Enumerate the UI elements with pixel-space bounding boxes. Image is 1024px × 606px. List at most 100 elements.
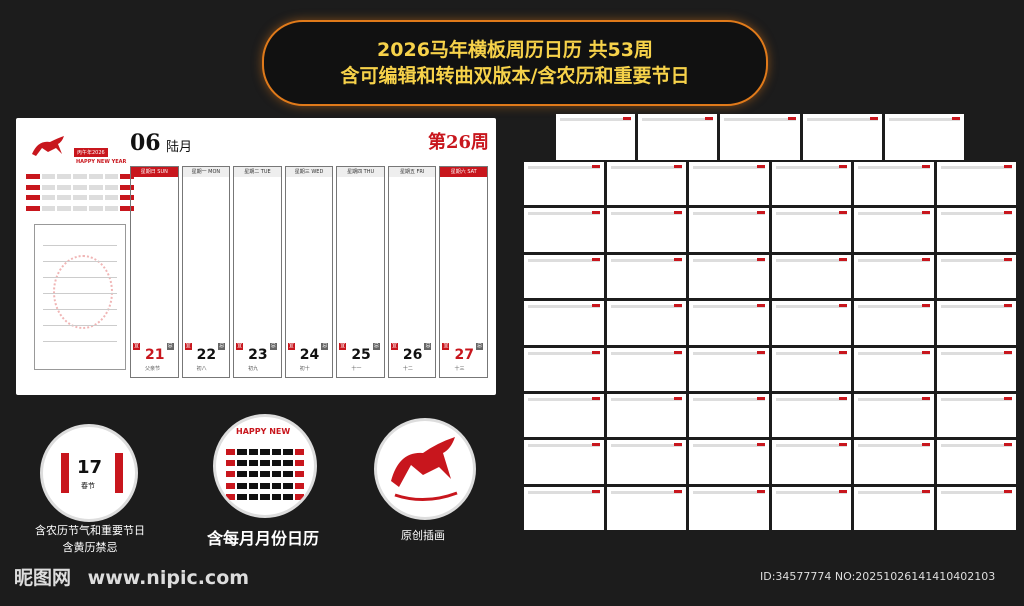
calendar-thumbnail (524, 254, 604, 299)
caption-line-2: 含黄历禁忌 (62, 541, 118, 554)
calendar-thumbnail (689, 208, 769, 252)
calendar-thumbnail (771, 347, 851, 391)
lunar-date: 初八 (196, 366, 207, 372)
year-tag: 丙午年2026 (74, 148, 108, 157)
calendar-thumbnail (854, 301, 934, 345)
day-number: 22 (196, 347, 217, 363)
calendar-thumbnail (854, 486, 934, 530)
day-column: 星期四 THU 宜 忌 25 十一 (336, 166, 385, 378)
calendar-thumbnail (771, 254, 851, 299)
mini-calendar (26, 174, 134, 214)
calendar-thumbnail (771, 301, 851, 345)
calendar-thumbnail (689, 254, 769, 299)
day-number: 27 (454, 347, 474, 363)
calendar-thumbnail (854, 347, 934, 391)
feature-monthly-circle: HAPPY NEW (213, 414, 317, 518)
calendar-thumbnail (771, 440, 851, 484)
calendar-thumbnail (524, 440, 604, 484)
calendar-thumbnail (689, 393, 769, 438)
calendar-thumbnail (689, 440, 769, 484)
calendar-thumbnail (524, 347, 604, 391)
day-header: 星期六 SAT (440, 167, 488, 177)
week-days: 星期日 SUN 宜 忌 21 父亲节 星期一 MON 宜 忌 22 初八 星期二… (130, 166, 489, 378)
calendar-thumbnail (720, 114, 800, 160)
day-column: 星期五 FRI 宜 忌 26 十二 (387, 166, 437, 378)
calendar-thumbnail (689, 301, 769, 345)
ji-mark: 忌 (218, 343, 226, 350)
calendar-thumbnail (854, 208, 934, 252)
title-banner: 2026马年横板周历日历 共53周 含可编辑和转曲双版本/含农历和重要节日 (262, 20, 768, 106)
feature-caption-lunar: 含农历节气和重要节日 含黄历禁忌 (10, 522, 170, 556)
day-number: 24 (299, 347, 320, 363)
calendar-thumbnail (689, 347, 769, 391)
note-panel (34, 224, 126, 370)
calendar-thumbnail (854, 254, 934, 299)
title-line-2: 含可编辑和转曲双版本/含农历和重要节日 (340, 65, 690, 87)
yi-mark: 宜 (236, 343, 244, 350)
caption-line-1: 含农历节气和重要节日 (35, 524, 145, 537)
calendar-thumbnail (771, 208, 851, 252)
day-number: 26 (402, 347, 423, 363)
lunar-date: 父亲节 (145, 366, 161, 372)
feature-festival: 春节 (81, 482, 95, 490)
feature-day-number: 17 (77, 457, 103, 478)
feature-illustration-circle (374, 418, 476, 520)
calendar-thumbnail-grid (524, 162, 1016, 530)
calendar-thumbnail (524, 393, 604, 438)
calendar-thumbnail (606, 347, 686, 391)
calendar-thumbnail (524, 208, 604, 252)
lunar-date: 初九 (248, 366, 259, 372)
day-header: 星期一 MON (182, 167, 230, 177)
day-number: 25 (351, 347, 371, 363)
yi-mark: 宜 (287, 343, 295, 350)
calendar-thumbnail (936, 440, 1016, 484)
calendar-thumbnail (854, 393, 934, 438)
month-number: 06 (130, 130, 161, 156)
day-header: 星期日 SUN (131, 167, 178, 177)
calendar-thumbnail (936, 162, 1016, 206)
calendar-sidebar: 丙午年2026 HAPPY NEW YEAR (22, 124, 140, 386)
watermark-url: www.nipic.com (87, 567, 250, 589)
calendar-thumbnail (771, 393, 851, 438)
mini-month-grid (226, 449, 304, 503)
calendar-thumbnail (524, 162, 604, 206)
day-header: 星期四 THU (337, 167, 384, 177)
calendar-thumbnail (524, 301, 604, 345)
lunar-date: 初十 (299, 366, 310, 372)
feature-lunar-circle: 17 春节 (40, 424, 138, 522)
month-chinese: 陆月 (166, 140, 193, 155)
calendar-thumbnail (606, 486, 686, 530)
lunar-date: 十三 (454, 366, 465, 372)
calendar-thumbnail (936, 486, 1016, 530)
watermark-brand-text: 昵图网 (14, 567, 72, 589)
yi-mark: 宜 (442, 343, 450, 350)
yi-mark: 宜 (339, 343, 347, 350)
title-line-1: 2026马年横板周历日历 共53周 (377, 39, 653, 61)
calendar-thumbnail (524, 486, 604, 530)
feature-caption-monthly: 含每月月份日历 (206, 529, 319, 548)
calendar-thumbnail (802, 114, 882, 160)
calendar-thumbnail (606, 393, 686, 438)
greeting-text: HAPPY NEW YEAR (76, 159, 127, 165)
day-column: 星期日 SUN 宜 忌 21 父亲节 (130, 166, 179, 378)
day-number: 21 (145, 347, 165, 363)
calendar-thumbnail (689, 486, 769, 530)
watermark-brand: 昵图网 www.nipic.com (14, 563, 249, 590)
calendar-thumbnail (936, 208, 1016, 252)
calendar-thumbnail (606, 301, 686, 345)
day-header: 星期三 WED (285, 167, 333, 177)
calendar-thumbnail (854, 162, 934, 206)
lunar-date: 十一 (351, 366, 362, 372)
calendar-thumbnail (936, 393, 1016, 438)
day-header: 星期二 TUE (234, 167, 281, 177)
calendar-thumbnail (854, 440, 934, 484)
ji-mark: 忌 (372, 343, 380, 350)
calendar-thumbnail (556, 114, 636, 160)
watermark-id: ID:34577774 NO:20251026141410402103 (760, 570, 996, 583)
calendar-preview: 丙午年2026 HAPPY NEW YEAR 06 陆月 第26周 星期日 SU… (16, 118, 496, 395)
calendar-thumbnail (936, 254, 1016, 299)
horse-logo-icon (32, 136, 64, 156)
feature-caption-illustration: 原创插画 (401, 529, 445, 542)
ji-mark: 忌 (424, 343, 432, 350)
feature-greeting: HAPPY NEW (236, 427, 291, 436)
